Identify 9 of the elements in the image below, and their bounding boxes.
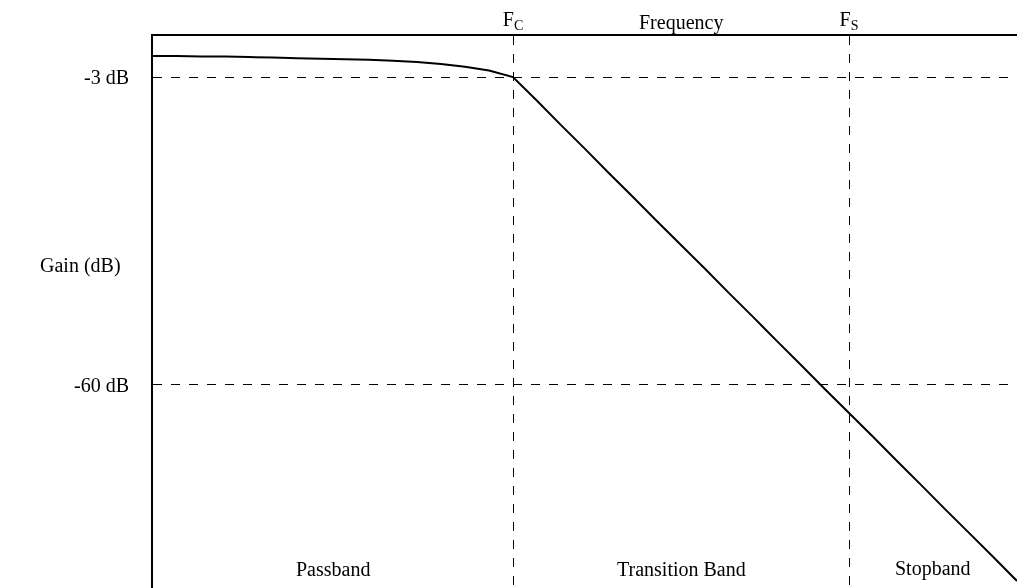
y-axis-title: Gain (dB) xyxy=(40,254,121,277)
x-axis-title: Frequency xyxy=(639,11,724,34)
annotation: Transition Band xyxy=(617,558,746,580)
annotation: Stopband xyxy=(895,557,971,580)
y-tick-label: -60 dB xyxy=(74,373,129,396)
annotation: Passband xyxy=(296,558,371,580)
y-tick-label: -3 dB xyxy=(84,66,129,89)
x-tick-label: F$_{S}$ xyxy=(839,8,859,34)
x-tick-label: F$_{C}$ xyxy=(502,8,524,34)
